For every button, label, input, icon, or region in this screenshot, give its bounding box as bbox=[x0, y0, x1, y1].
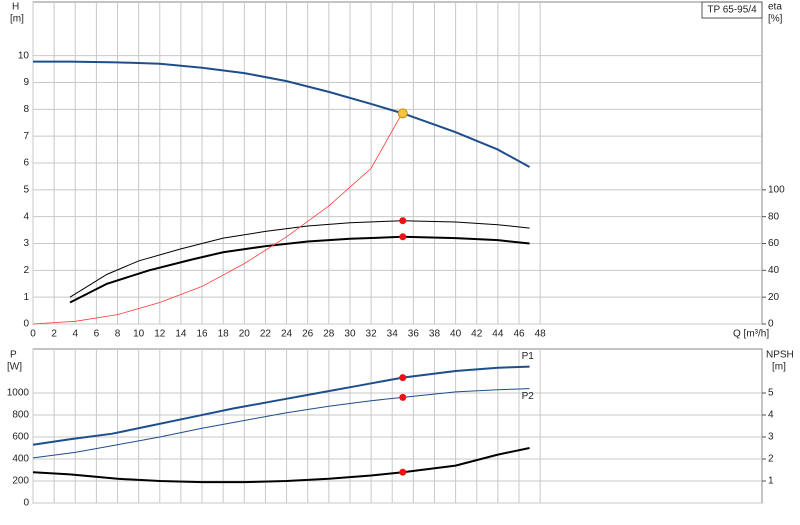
y-tick-label: 7 bbox=[23, 131, 29, 142]
x-tick-label: 18 bbox=[218, 329, 230, 340]
y2-axis-unit: [m] bbox=[772, 362, 786, 373]
x-tick-label: 36 bbox=[408, 329, 420, 340]
curve bbox=[32, 447, 530, 484]
y2-tick-label: 5 bbox=[768, 388, 774, 399]
y2-tick-label: 0 bbox=[768, 319, 774, 330]
series-label: P2 bbox=[522, 391, 535, 402]
x-tick-label: 14 bbox=[175, 329, 187, 340]
x-tick-label: 6 bbox=[94, 329, 100, 340]
y-tick-label: 600 bbox=[12, 432, 29, 443]
curve bbox=[33, 60, 531, 168]
y-tick-label: 0 bbox=[23, 319, 29, 330]
x-tick-label: 4 bbox=[72, 329, 78, 340]
curve bbox=[69, 235, 530, 304]
y-axis-unit: [m] bbox=[10, 14, 24, 25]
operating-point bbox=[399, 393, 407, 401]
y-tick-label: 0 bbox=[23, 498, 29, 509]
x-tick-label: 16 bbox=[196, 329, 208, 340]
operating-point bbox=[399, 217, 407, 225]
y2-tick-label: 2 bbox=[768, 454, 774, 465]
curve bbox=[32, 365, 530, 446]
curve bbox=[69, 220, 530, 298]
y-axis-label: H bbox=[12, 2, 19, 13]
x-tick-label: 0 bbox=[30, 329, 36, 340]
curve bbox=[32, 388, 530, 459]
y-tick-label: 400 bbox=[12, 454, 29, 465]
y-tick-label: 1 bbox=[23, 292, 29, 303]
y2-axis-label: eta bbox=[768, 2, 782, 13]
x-tick-label: 46 bbox=[513, 329, 525, 340]
x-tick-label: 8 bbox=[115, 329, 121, 340]
operating-point bbox=[397, 108, 408, 119]
y-tick-label: 3 bbox=[23, 238, 29, 249]
model-box bbox=[701, 1, 763, 19]
y2-tick-label: 3 bbox=[768, 432, 774, 443]
x-tick-label: 10 bbox=[133, 329, 145, 340]
y2-tick-label: 20 bbox=[768, 292, 780, 303]
x-tick-label: 48 bbox=[535, 329, 547, 340]
y-tick-label: 2 bbox=[23, 265, 29, 276]
operating-point bbox=[399, 468, 407, 476]
plot-area bbox=[32, 348, 763, 504]
y-tick-label: 10 bbox=[18, 50, 30, 61]
y-axis-unit: [W] bbox=[7, 362, 22, 373]
x-tick-label: 26 bbox=[302, 329, 314, 340]
y2-tick-label: 4 bbox=[768, 410, 774, 421]
y-tick-label: 800 bbox=[12, 410, 29, 421]
x-tick-label: 12 bbox=[154, 329, 166, 340]
operating-point bbox=[399, 233, 407, 241]
y-tick-label: 5 bbox=[23, 184, 29, 195]
x-tick-label: 42 bbox=[471, 329, 483, 340]
x-tick-label: 44 bbox=[492, 329, 504, 340]
y2-tick-label: 100 bbox=[768, 184, 785, 195]
x-tick-label: 30 bbox=[344, 329, 356, 340]
x-tick-label: 28 bbox=[323, 329, 335, 340]
x-tick-label: 40 bbox=[450, 329, 462, 340]
x-axis-label: Q [m³/h] bbox=[733, 329, 769, 340]
y-tick-label: 8 bbox=[23, 104, 29, 115]
curve bbox=[32, 111, 404, 325]
y-tick-label: 1000 bbox=[7, 388, 30, 399]
y2-tick-label: 60 bbox=[768, 238, 780, 249]
x-tick-label: 24 bbox=[281, 329, 293, 340]
y-tick-label: 9 bbox=[23, 77, 29, 88]
y-axis-label: P bbox=[10, 350, 17, 361]
x-tick-label: 22 bbox=[260, 329, 272, 340]
y-tick-label: 200 bbox=[12, 476, 29, 487]
x-tick-label: 34 bbox=[387, 329, 399, 340]
model-label: TP 65-95/4 bbox=[707, 5, 757, 16]
y2-axis-unit: [%] bbox=[768, 14, 783, 25]
operating-point bbox=[399, 374, 407, 382]
x-tick-label: 32 bbox=[366, 329, 378, 340]
x-tick-label: 20 bbox=[239, 329, 251, 340]
y2-tick-label: 80 bbox=[768, 211, 780, 222]
y2-axis-label: NPSH bbox=[766, 350, 794, 361]
x-tick-label: 2 bbox=[51, 329, 57, 340]
y-tick-label: 4 bbox=[23, 211, 29, 222]
y2-tick-label: 40 bbox=[768, 265, 780, 276]
x-tick-label: 38 bbox=[429, 329, 441, 340]
y-tick-label: 6 bbox=[23, 158, 29, 169]
y2-tick-label: 1 bbox=[768, 476, 774, 487]
series-label: P1 bbox=[522, 351, 535, 362]
